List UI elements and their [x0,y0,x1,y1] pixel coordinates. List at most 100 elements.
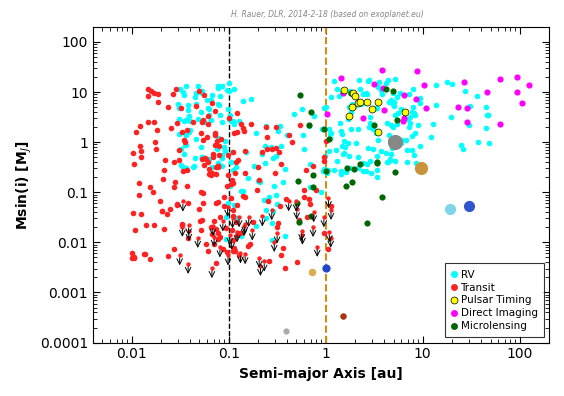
RV [205,112,214,119]
RV [362,90,371,96]
RV [183,107,192,113]
Transit [213,230,222,236]
RV [305,123,314,129]
Transit [296,122,305,128]
RV [179,89,188,95]
RV [483,112,492,118]
Transit [130,227,139,234]
Transit [172,120,181,126]
Transit [188,119,197,125]
RV [343,116,352,122]
RV [223,106,232,112]
RV [337,168,346,174]
RV [267,237,276,244]
RV [385,157,394,163]
Transit [204,113,213,120]
Point [319,214,328,220]
RV [442,79,451,85]
RV [254,178,263,185]
Transit [173,200,182,207]
Direct Imaging [525,82,534,88]
Transit [208,231,217,237]
RV [327,129,336,136]
Transit [198,190,207,196]
RV [183,102,192,108]
RV [232,214,241,221]
Transit [279,245,288,251]
Transit [222,183,231,189]
Pulsar Timing [363,99,372,105]
RV [225,183,234,189]
Pulsar Timing [344,113,353,119]
Point [260,258,269,265]
Transit [324,246,333,252]
RV [426,134,435,140]
Point [297,228,306,234]
Transit [183,183,192,189]
Transit [140,250,149,257]
Point [184,261,193,267]
RV [193,116,202,122]
Transit [210,241,219,248]
RV [231,164,240,170]
RV [228,167,237,173]
Transit [197,189,206,195]
Transit [263,198,272,204]
Transit [157,208,166,214]
Transit [183,200,192,206]
Direct Imaging [378,84,387,91]
RV [412,160,421,166]
RV [377,148,386,154]
Point [248,227,257,233]
Transit [160,166,169,173]
RV [482,104,491,110]
Transit [212,200,221,206]
Transit [177,221,186,227]
Point [270,239,279,245]
RV [348,101,357,107]
RV [358,91,367,97]
Transit [284,132,293,138]
RV [390,112,399,118]
Transit [170,184,179,190]
RV [261,207,270,213]
Transit [149,222,158,228]
Transit [130,160,139,167]
RV [483,112,492,118]
RV [198,156,207,162]
RV [173,101,182,108]
RV [214,160,223,166]
Transit [225,115,234,122]
Microlensing [341,182,350,188]
Transit [254,176,263,183]
RV [340,150,349,156]
Transit [137,148,146,154]
Microlensing [343,165,352,171]
Transit [199,137,208,143]
RV [410,110,419,117]
Transit [127,250,136,256]
Transit [152,127,161,133]
RV [326,135,335,141]
Transit [229,148,238,155]
Transit [241,193,250,200]
Transit [222,225,231,232]
Transit [144,119,153,126]
RV [411,112,420,118]
Transit [276,161,285,167]
RV [214,101,223,107]
RV [406,114,415,120]
RV [197,155,206,161]
Microlensing [348,179,357,185]
RV [346,109,355,115]
RV [396,90,405,96]
Transit [302,166,311,173]
Point [256,263,265,269]
RV [299,146,309,152]
RV [275,123,284,129]
RV [186,127,195,133]
Microlensing [293,177,302,184]
RV [481,125,490,131]
Transit [257,148,266,155]
RV [230,86,239,92]
